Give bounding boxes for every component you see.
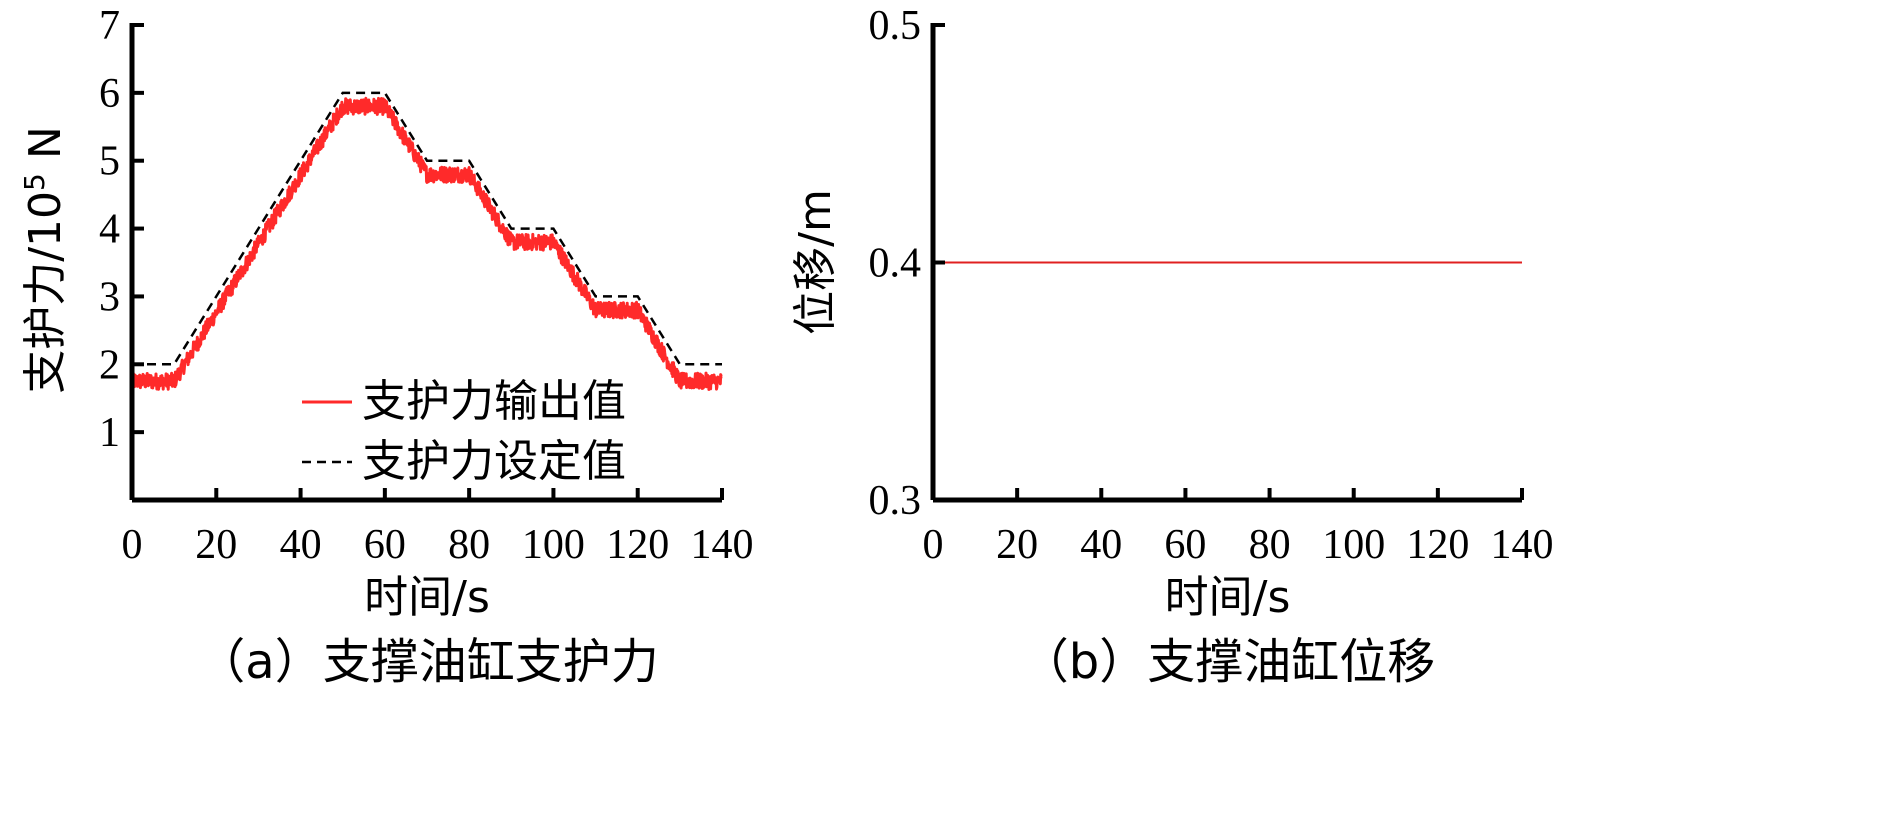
y-tick-label-a-0: 1 [99, 410, 120, 456]
series-setpoint-line [132, 91, 722, 366]
legend-label-setpoint: 支护力设定值 [362, 436, 626, 487]
legend-a: 支护力输出值 支护力设定值 [302, 376, 626, 487]
y-tick-label-a-5: 6 [99, 71, 120, 117]
x-tick-label-b-0: 0 [923, 522, 944, 568]
x-tick-label-a-0: 0 [122, 522, 143, 568]
y-tick-label-a-6: 7 [99, 3, 120, 49]
y-tick-label-a-3: 4 [99, 207, 120, 253]
y-tick-label-b-1: 0.4 [869, 241, 922, 287]
y-axis-label-a-exponent: 5 [18, 173, 51, 191]
y-tick-label-b-2: 0.5 [869, 3, 922, 49]
series-layer-a [130, 91, 724, 391]
x-axis-label-a: 时间/s [364, 572, 490, 623]
chart-panel-b: 0 20 40 60 80 100 120 140 0.3 0.4 0.5 时间/s 位移/m （b… [790, 3, 1554, 690]
caption-b: （b）支撑油缸位移 [1021, 634, 1435, 690]
x-tick-label-a-7: 140 [691, 522, 754, 568]
y-axis-label-a-unit: N [20, 126, 71, 173]
y-tick-label-b-0: 0.3 [869, 478, 922, 524]
y-tick-label-a-2: 3 [99, 274, 120, 320]
x-tick-label-b-5: 100 [1322, 522, 1385, 568]
x-tick-label-b-4: 80 [1249, 522, 1291, 568]
y-axis-label-a-main: 支护力/10 [20, 191, 71, 394]
x-tick-label-b-3: 60 [1164, 522, 1206, 568]
x-axis-label-b: 时间/s [1165, 572, 1291, 623]
x-tick-label-a-4: 80 [448, 522, 490, 568]
x-tick-label-a-6: 120 [606, 522, 669, 568]
x-tick-label-a-5: 100 [522, 522, 585, 568]
ticks-a: 0 20 40 60 80 100 120 140 1 2 3 4 5 6 7 [99, 3, 754, 568]
x-tick-label-a-1: 20 [195, 522, 237, 568]
y-tick-label-a-4: 5 [99, 139, 120, 185]
x-tick-label-a-2: 40 [280, 522, 322, 568]
x-tick-label-b-6: 120 [1406, 522, 1469, 568]
x-tick-label-a-3: 60 [364, 522, 406, 568]
x-tick-label-b-7: 140 [1491, 522, 1554, 568]
x-tick-label-b-1: 20 [996, 522, 1038, 568]
y-tick-label-a-1: 2 [99, 342, 120, 388]
legend-label-output: 支护力输出值 [362, 376, 626, 427]
y-axis-label-b: 位移/m [790, 189, 841, 335]
ticks-b: 0 20 40 60 80 100 120 140 0.3 0.4 0.5 [869, 3, 1554, 568]
y-axis-label-a: 支护力/105 N [18, 126, 72, 394]
series-output-line [130, 96, 724, 391]
axes-a [129, 23, 722, 503]
x-tick-label-b-2: 40 [1080, 522, 1122, 568]
caption-a: （a）支撑油缸支护力 [197, 634, 658, 690]
